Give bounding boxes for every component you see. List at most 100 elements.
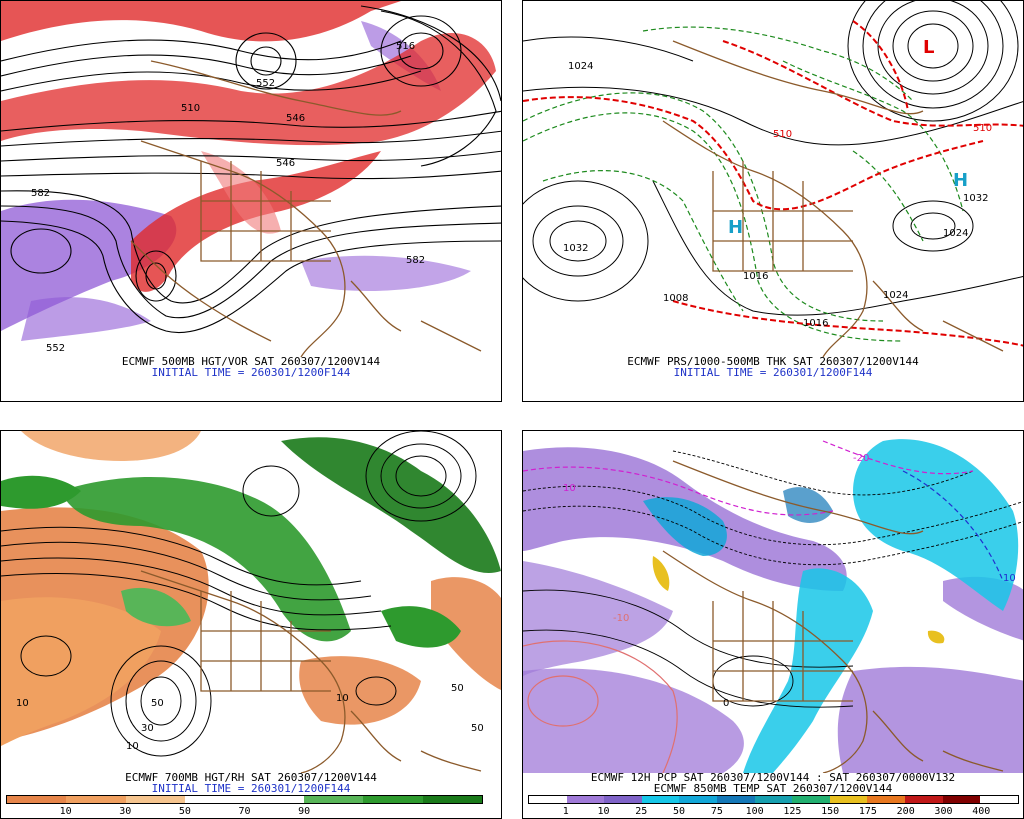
colorbar-segment <box>754 796 793 803</box>
svg-text:1016: 1016 <box>803 318 828 329</box>
colorbar-segment <box>942 796 981 803</box>
colorbar-segment <box>867 796 906 803</box>
contour-lines <box>523 589 854 708</box>
colorbar-label: 100 <box>745 806 764 817</box>
colorbar-label: 30 <box>119 806 132 817</box>
svg-text:-20: -20 <box>853 453 869 464</box>
svg-text:510: 510 <box>973 123 992 134</box>
svg-text:1024: 1024 <box>943 228 968 239</box>
contour-lines <box>523 1 1023 316</box>
svg-text:H: H <box>953 170 968 191</box>
svg-text:-10: -10 <box>613 613 629 624</box>
svg-text:H: H <box>728 217 743 238</box>
colorbar-segment <box>641 796 680 803</box>
panel-500mb-hgt-vor: 552 546 510 546 582 582 552 516 ECMWF 50… <box>0 0 502 402</box>
svg-text:546: 546 <box>286 113 305 124</box>
caption-title: ECMWF PRS/1000-500MB THK SAT 260307/1200… <box>627 355 919 368</box>
svg-text:1024: 1024 <box>568 61 593 72</box>
svg-text:582: 582 <box>406 255 425 266</box>
svg-text:50: 50 <box>151 698 164 709</box>
contour-lines <box>1 431 477 757</box>
caption-initial-time: INITIAL TIME = 260301/1200F144 <box>673 366 873 379</box>
svg-text:1024: 1024 <box>883 290 908 301</box>
svg-text:10: 10 <box>563 483 576 494</box>
colorbar-segment <box>792 796 830 803</box>
pressure-labels: 1032 1024 1024 1032 1024 1016 1016 1008 <box>563 61 988 329</box>
colorbar-segment <box>303 796 364 803</box>
svg-text:546: 546 <box>276 158 295 169</box>
svg-text:10: 10 <box>1003 573 1016 584</box>
colorbar-segment <box>566 796 605 803</box>
colorbar-label: 75 <box>710 806 723 817</box>
caption-initial-time: INITIAL TIME = 260301/1200F144 <box>151 366 351 379</box>
panel-prs-thk: 1032 1024 1024 1032 1024 1016 1016 1008 … <box>522 0 1024 402</box>
caption-subtitle: ECMWF 850MB TEMP SAT 260307/1200V144 <box>653 782 893 795</box>
panel-700mb-hgt-rh: 30 50 10 50 10 10 50 ECMWF 700MB HGT/RH … <box>0 430 502 819</box>
colorbar-segment <box>829 796 868 803</box>
svg-text:30: 30 <box>141 723 154 734</box>
map-700mb: 30 50 10 50 10 10 50 <box>1 431 501 773</box>
svg-text:1008: 1008 <box>663 293 688 304</box>
coastline-map <box>662 460 1004 773</box>
svg-text:510: 510 <box>773 129 792 140</box>
coastline-map <box>130 60 482 357</box>
svg-text:582: 582 <box>31 188 50 199</box>
colorbar-label: 300 <box>934 806 953 817</box>
colorbar-segment <box>363 796 423 803</box>
colorbar-label: 90 <box>298 806 311 817</box>
caption-title: ECMWF 500MB HGT/VOR SAT 260307/1200V144 <box>121 355 381 368</box>
coastline-map <box>662 40 1004 357</box>
svg-text:L: L <box>923 37 934 58</box>
colorbar-label: 150 <box>821 806 840 817</box>
colorbar-label: 125 <box>783 806 802 817</box>
colorbar-label: 200 <box>896 806 915 817</box>
svg-text:10: 10 <box>126 741 139 752</box>
colorbar-label: 1 <box>562 806 569 817</box>
coastline-map <box>140 570 482 773</box>
map-pcp-850temp: 10 -10 0 10 -20 <box>523 431 1023 773</box>
svg-text:510: 510 <box>181 103 200 114</box>
colorbar-label: 70 <box>238 806 251 817</box>
colorbar-label: 50 <box>673 806 686 817</box>
temperature-labels: 10 -10 0 10 -20 <box>563 453 1016 709</box>
svg-text:552: 552 <box>46 343 65 354</box>
rh-colorbar <box>6 795 483 804</box>
contour-lines <box>523 450 1023 566</box>
colorbar-label: 175 <box>858 806 877 817</box>
svg-text:50: 50 <box>471 723 484 734</box>
precip-colorbar <box>528 795 1019 804</box>
map-500mb: 552 546 510 546 582 582 552 516 <box>1 1 501 357</box>
colorbar-segment <box>905 796 943 803</box>
colorbar-label: 50 <box>178 806 191 817</box>
colorbar-label: 10 <box>597 806 610 817</box>
svg-text:1032: 1032 <box>963 193 988 204</box>
panel-pcp-850temp: 10 -10 0 10 -20 ECMWF 12H PCP SAT 260307… <box>522 430 1024 819</box>
colorbar-segment <box>980 796 1018 803</box>
colorbar-segment <box>185 796 245 803</box>
colorbar-segment <box>125 796 186 803</box>
colorbar-segment <box>679 796 718 803</box>
svg-text:1032: 1032 <box>563 243 588 254</box>
colorbar-segment <box>717 796 755 803</box>
svg-text:0: 0 <box>723 698 729 709</box>
colorbar-label: 400 <box>972 806 991 817</box>
contour-lines <box>1 5 501 333</box>
colorbar-segment <box>529 796 567 803</box>
colorbar-segment <box>66 796 126 803</box>
colorbar-label: 10 <box>59 806 72 817</box>
svg-text:50: 50 <box>451 683 464 694</box>
colorbar-segment <box>244 796 304 803</box>
caption-initial-time: INITIAL TIME = 260301/1200F144 <box>151 782 351 795</box>
caption-title: ECMWF 12H PCP SAT 260307/1200V144 : SAT … <box>590 771 956 784</box>
colorbar-segment <box>7 796 67 803</box>
svg-text:10: 10 <box>16 698 29 709</box>
svg-text:10: 10 <box>336 693 349 704</box>
colorbar-segment <box>604 796 642 803</box>
caption-title: ECMWF 700MB HGT/RH SAT 260307/1200V144 <box>125 771 377 784</box>
svg-text:516: 516 <box>396 41 415 52</box>
svg-text:1016: 1016 <box>743 271 768 282</box>
colorbar-segment <box>422 796 482 803</box>
colorbar-label: 25 <box>635 806 648 817</box>
map-prs-thk: 1032 1024 1024 1032 1024 1016 1016 1008 … <box>523 1 1023 357</box>
svg-text:552: 552 <box>256 78 275 89</box>
